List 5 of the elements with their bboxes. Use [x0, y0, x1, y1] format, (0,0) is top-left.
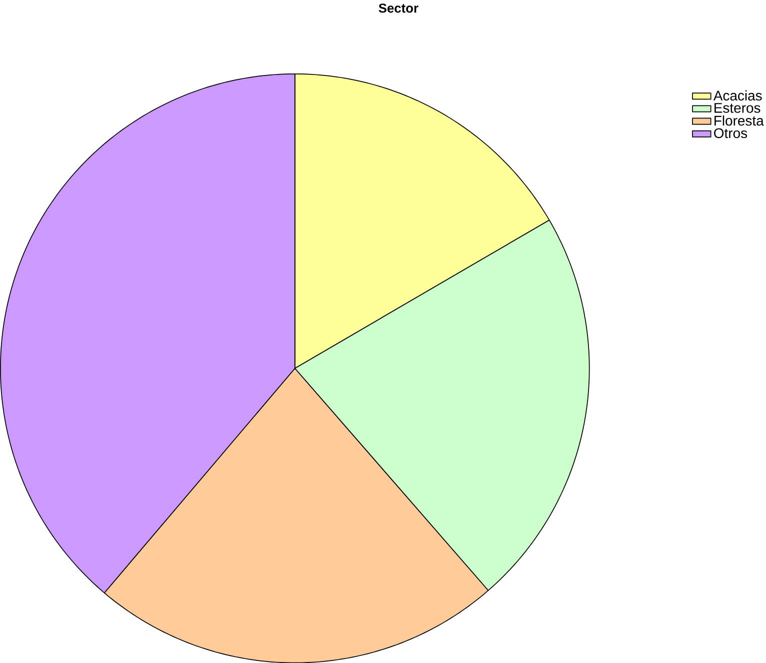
- legend-label: Acacias: [713, 90, 762, 100]
- legend-label: Esteros: [714, 102, 760, 113]
- chart-title: Sector: [378, 3, 418, 13]
- legend-label: Floresta: [714, 115, 764, 126]
- legend-label: Otros: [714, 128, 748, 138]
